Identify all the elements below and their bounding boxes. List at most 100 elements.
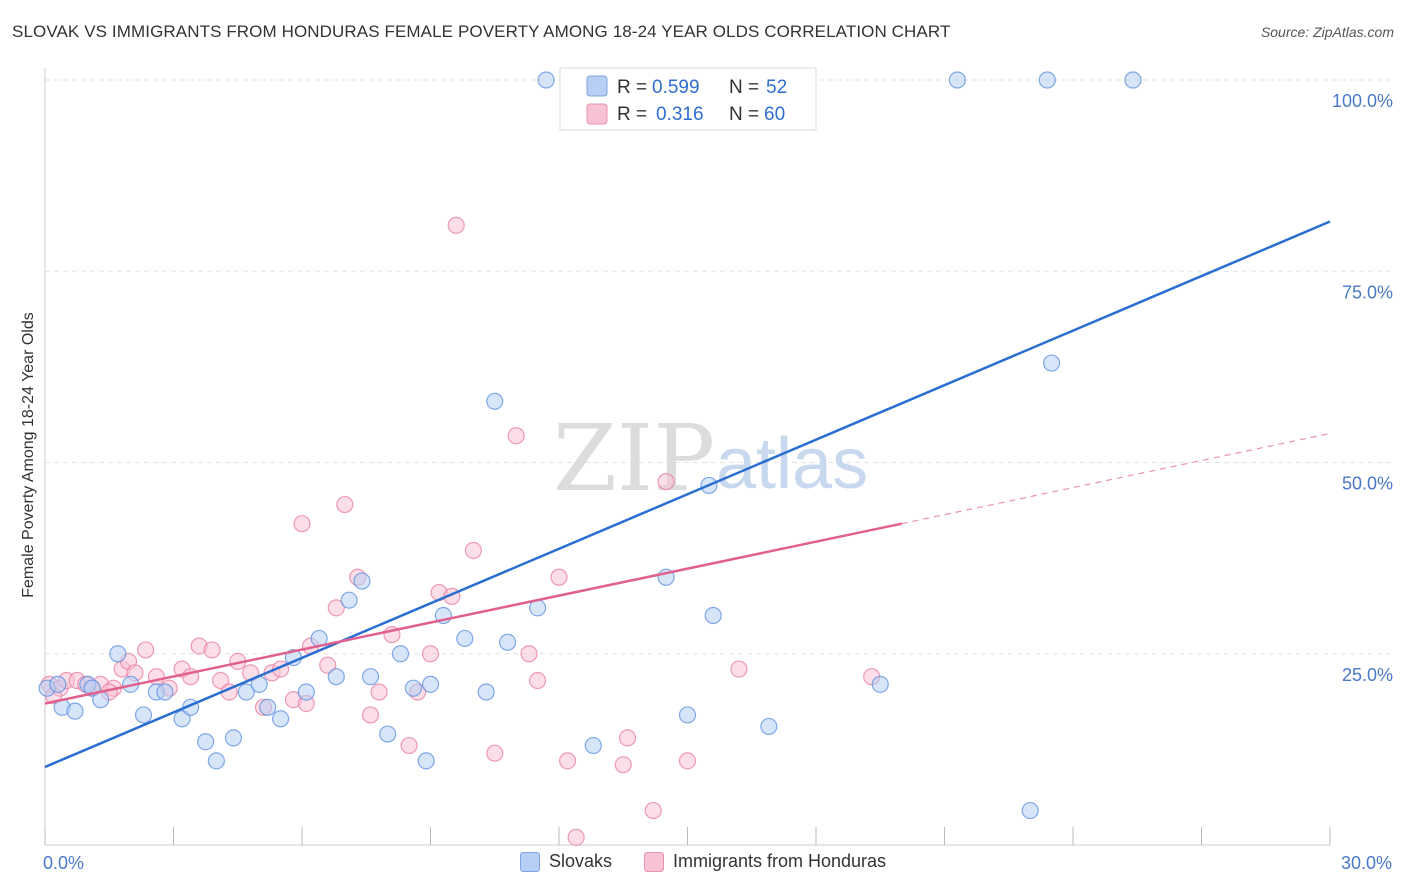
honduras-point — [730, 660, 748, 678]
slovaks-point — [486, 392, 504, 410]
watermark-atlas: atlas — [716, 424, 868, 504]
legend-r-label-honduras: R = — [617, 104, 647, 125]
honduras-point — [644, 801, 662, 820]
legend-n-label-honduras: N = — [729, 104, 759, 125]
slovaks-point — [537, 71, 555, 89]
y-tick-labels: 25.0% 50.0% 75.0% 100.0% — [1332, 91, 1393, 685]
slovaks-point — [391, 645, 410, 663]
honduras-point — [520, 645, 538, 663]
slovaks-point — [704, 606, 722, 625]
y-tick-label: 50.0% — [1342, 474, 1393, 494]
honduras-point — [421, 645, 440, 663]
axes — [44, 68, 1331, 846]
slovaks-point — [237, 683, 255, 701]
slovaks-point — [156, 683, 174, 701]
chart-source: Source: ZipAtlas.com — [1260, 24, 1394, 40]
slovaks-point — [760, 717, 778, 736]
slovaks-point — [259, 698, 277, 716]
slovaks-point — [1021, 801, 1039, 820]
honduras-point — [203, 641, 221, 659]
y-tick-label: 25.0% — [1342, 665, 1393, 685]
x-tick-labels: 0.0% 30.0% — [43, 853, 1392, 873]
honduras-point — [327, 599, 345, 617]
x-tick-min: 0.0% — [43, 853, 84, 873]
x-tick-max: 30.0% — [1341, 853, 1392, 873]
honduras-point — [657, 473, 675, 491]
series-legend-label-slovaks: Slovaks — [548, 851, 612, 871]
honduras-point — [507, 427, 525, 445]
y-tick-label: 100.0% — [1332, 91, 1393, 111]
series-honduras-points — [40, 71, 881, 846]
series-legend: Slovaks Immigrants from Honduras — [0, 851, 1406, 872]
legend-r-honduras: 0.316 — [656, 104, 704, 125]
slovaks-point — [361, 668, 380, 686]
slovaks-point — [1042, 354, 1061, 372]
honduras-point — [614, 756, 632, 774]
slovaks-point — [871, 675, 889, 693]
slovaks-point — [271, 710, 290, 728]
grid-lines — [45, 79, 1392, 655]
honduras-point — [137, 641, 155, 659]
trendline-honduras — [44, 522, 902, 705]
slovaks-point — [340, 591, 358, 609]
series-legend-label-honduras: Immigrants from Honduras — [672, 851, 887, 871]
honduras-point — [550, 568, 568, 586]
slovaks-point — [948, 71, 966, 89]
honduras-point — [293, 515, 311, 533]
slovaks-point — [224, 729, 243, 747]
legend-n-slovaks: 52 — [766, 77, 787, 98]
slovaks-point — [207, 752, 225, 770]
honduras-point — [618, 729, 637, 747]
honduras-point — [567, 828, 585, 846]
slovaks-point — [297, 683, 315, 701]
honduras-point — [678, 752, 697, 770]
slovaks-point — [134, 706, 153, 724]
legend-swatch-slovaks — [586, 75, 608, 97]
honduras-point — [361, 706, 380, 724]
slovaks-point — [379, 725, 397, 743]
slovaks-point — [1038, 71, 1056, 89]
honduras-point — [464, 541, 482, 560]
chart-title: SLOVAK VS IMMIGRANTS FROM HONDURAS FEMAL… — [12, 22, 951, 41]
honduras-point — [447, 216, 465, 234]
slovaks-point — [197, 733, 215, 751]
honduras-point — [528, 671, 547, 690]
slovaks-point — [499, 633, 517, 651]
series-legend-swatch-slovaks — [519, 851, 540, 872]
trendline-slovaks — [44, 220, 1331, 769]
slovaks-point — [421, 675, 440, 693]
trendlines — [44, 220, 1331, 769]
legend-swatch-honduras — [586, 103, 608, 125]
honduras-point — [336, 495, 354, 514]
slovaks-point — [109, 645, 127, 663]
slovaks-point — [327, 668, 345, 686]
slovaks-point — [49, 675, 67, 693]
honduras-point — [400, 736, 418, 755]
series-legend-honduras[interactable]: Immigrants from Honduras — [643, 851, 887, 872]
slovaks-point — [66, 702, 84, 720]
honduras-point — [370, 683, 388, 701]
slovaks-point — [404, 679, 422, 697]
series-legend-swatch-honduras — [643, 851, 664, 872]
legend-n-honduras: 60 — [764, 104, 785, 125]
slovaks-point — [584, 736, 602, 755]
series-legend-slovaks[interactable]: Slovaks — [519, 851, 612, 872]
honduras-point — [486, 744, 504, 762]
stats-legend: R = 0.599 N = 52 R = 0.316 N = 60 — [559, 67, 817, 131]
slovaks-point — [417, 752, 435, 770]
y-tick-label: 75.0% — [1342, 282, 1393, 302]
honduras-point — [212, 671, 230, 690]
legend-n-label-slovaks: N = — [729, 77, 759, 98]
honduras-point — [319, 656, 337, 674]
slovaks-point — [353, 572, 371, 590]
slovaks-point — [173, 710, 191, 728]
watermark: ZIP atlas — [553, 405, 868, 512]
trendline-honduras-extension — [901, 432, 1331, 525]
legend-r-slovaks: 0.599 — [652, 77, 700, 98]
slovaks-point — [456, 629, 474, 648]
slovaks-point — [678, 706, 697, 724]
slovaks-point — [1124, 71, 1142, 89]
slovaks-point — [477, 683, 495, 701]
legend-r-label-slovaks: R = — [617, 77, 647, 98]
